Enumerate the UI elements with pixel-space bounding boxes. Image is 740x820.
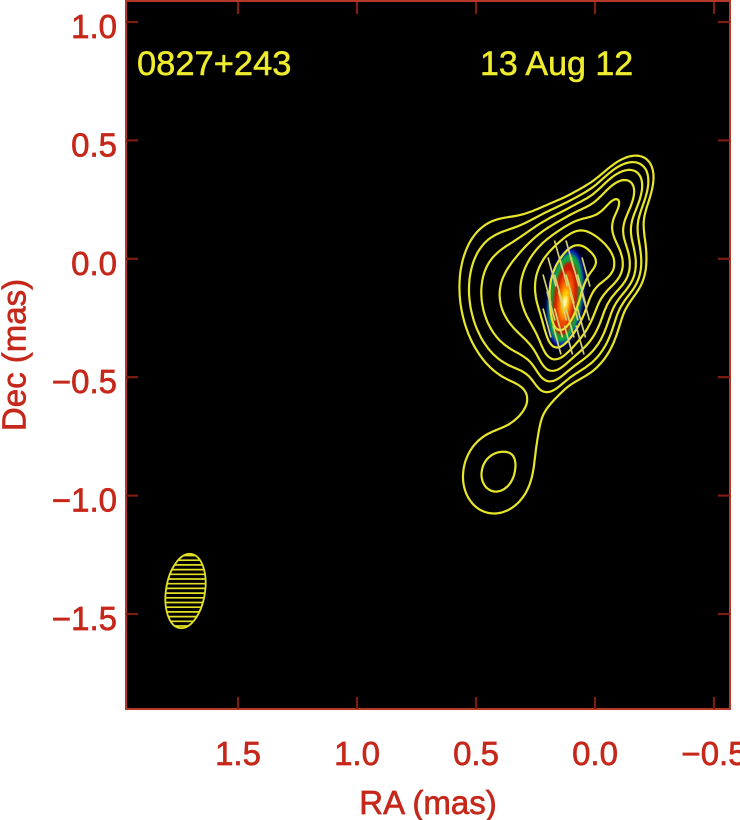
svg-text:Dec (mas): Dec (mas) bbox=[0, 279, 33, 431]
svg-text:0.0: 0.0 bbox=[71, 245, 117, 282]
svg-text:1.0: 1.0 bbox=[334, 735, 380, 772]
svg-text:0.5: 0.5 bbox=[453, 735, 499, 772]
svg-text:0.5: 0.5 bbox=[71, 126, 117, 163]
svg-text:13 Aug 12: 13 Aug 12 bbox=[480, 45, 633, 83]
svg-text:−0.5: −0.5 bbox=[52, 363, 117, 400]
svg-text:−0.5: −0.5 bbox=[681, 735, 740, 772]
svg-text:RA (mas): RA (mas) bbox=[359, 784, 497, 820]
svg-text:0.0: 0.0 bbox=[572, 735, 618, 772]
svg-text:1.5: 1.5 bbox=[215, 735, 261, 772]
svg-text:1.0: 1.0 bbox=[71, 8, 117, 45]
svg-text:0827+243: 0827+243 bbox=[137, 45, 291, 83]
svg-text:−1.5: −1.5 bbox=[52, 600, 117, 637]
svg-text:−1.0: −1.0 bbox=[52, 482, 117, 519]
